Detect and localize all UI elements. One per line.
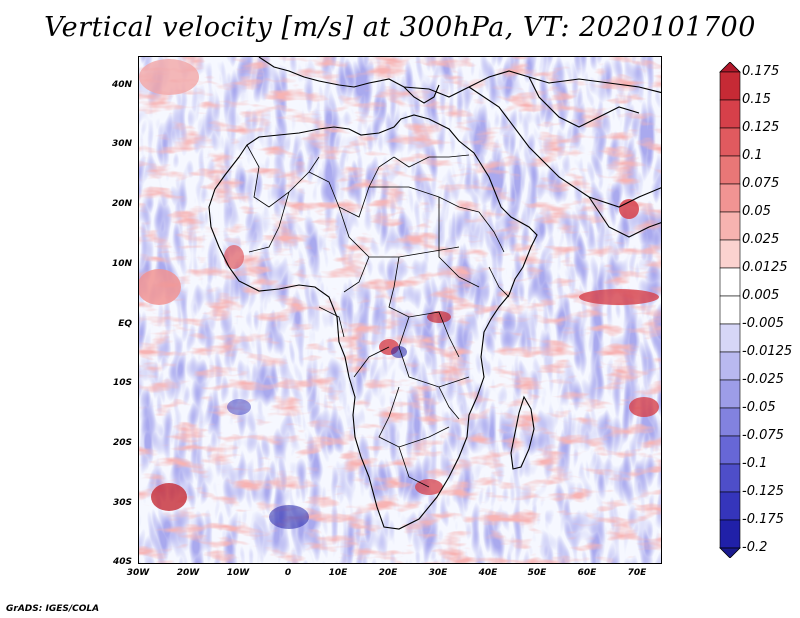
colorbar-label: 0.175 [742, 64, 780, 79]
colorbar-bin [719, 323, 741, 353]
red-patch [427, 311, 451, 323]
lon-label-50e: 50E [527, 568, 547, 578]
lon-label-60e: 60E [577, 568, 597, 578]
colorbar-label: 0.1 [742, 148, 763, 163]
colorbar-label: -0.005 [742, 316, 784, 331]
colorbar-bin [719, 71, 741, 101]
colorbar-bin [719, 519, 741, 549]
country-borders [246, 144, 510, 488]
colorbar-label: -0.125 [742, 484, 784, 499]
colorbar-label: 0.0125 [742, 260, 788, 275]
colorbar-label: -0.2 [742, 540, 768, 555]
colorbar-bin [719, 351, 741, 381]
red-patch [629, 397, 659, 417]
lat-label-40n: 40N [111, 80, 132, 90]
lat-label-20s: 20S [112, 438, 132, 448]
lon-label-20w: 20W [176, 568, 200, 578]
colorbar-bin [719, 127, 741, 157]
coastlines [208, 57, 661, 530]
lat-label-10s: 10S [112, 378, 132, 388]
colorbar-bin [719, 211, 741, 241]
red-patch [139, 269, 181, 305]
lon-label-10e: 10E [328, 568, 348, 578]
colorbar-bin [719, 239, 741, 269]
lon-label-10w: 10W [226, 568, 250, 578]
blue-patch [391, 346, 407, 358]
red-patch [224, 245, 244, 269]
colorbar-bin [719, 155, 741, 185]
colorbar-label: 0.05 [742, 204, 771, 219]
lon-label-0: 0 [284, 568, 292, 578]
colorbar-bin [719, 99, 741, 129]
colorbar-bin [719, 183, 741, 213]
lon-label-30w: 30W [126, 568, 150, 578]
field-texture-red [139, 57, 661, 563]
colorbar-label: 0.005 [742, 288, 780, 303]
colorbar-max-arrow [719, 62, 741, 73]
chart-title: Vertical velocity [m/s] at 300hPa, VT: 2… [44, 12, 756, 43]
colorbar-label: 0.075 [742, 176, 780, 191]
red-patch [151, 483, 187, 511]
colorbar-bin [719, 463, 741, 493]
colorbar-label: -0.05 [742, 400, 776, 415]
lon-label-70e: 70E [627, 568, 647, 578]
colorbar-label: 0.025 [742, 232, 780, 247]
lat-label-30n: 30N [111, 139, 132, 149]
colorbar [719, 62, 741, 558]
lon-label-30e: 30E [428, 568, 448, 578]
lat-label-40s: 40S [112, 557, 132, 567]
colorbar-bin [719, 379, 741, 409]
red-patch [139, 59, 199, 95]
colorbar-bin [719, 407, 741, 437]
colorbar-bin [719, 435, 741, 465]
velocity-field-map [139, 57, 661, 563]
grads-credit: GrADS: IGES/COLA [6, 604, 100, 614]
colorbar-label: 0.15 [742, 92, 771, 107]
colorbar-label: -0.0125 [742, 344, 793, 359]
lat-label-30s: 30S [112, 498, 132, 508]
blue-patch [227, 399, 251, 415]
lat-label-eq: EQ [118, 319, 132, 329]
lon-label-40e: 40E [478, 568, 498, 578]
colorbar-min-arrow [719, 547, 741, 558]
colorbar-bin [719, 267, 741, 297]
lat-label-10n: 10N [111, 259, 132, 269]
colorbar-label: -0.075 [742, 428, 784, 443]
map-panel [138, 56, 662, 564]
blue-patch [269, 505, 309, 529]
colorbar-label: -0.1 [742, 456, 768, 471]
red-patch [579, 289, 659, 305]
colorbar-bin [719, 295, 741, 325]
colorbar-bin [719, 491, 741, 521]
lon-label-20e: 20E [378, 568, 398, 578]
colorbar-label: -0.025 [742, 372, 784, 387]
lat-label-20n: 20N [111, 199, 132, 209]
colorbar-label: 0.125 [742, 120, 780, 135]
colorbar-label: -0.175 [742, 512, 784, 527]
